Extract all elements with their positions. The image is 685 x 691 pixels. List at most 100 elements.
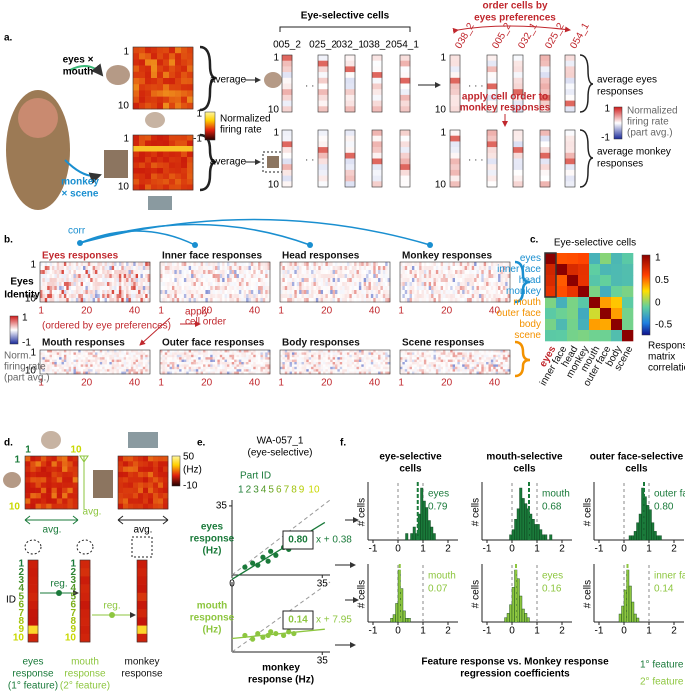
heatmap-cell <box>104 354 108 358</box>
heatmap-cell <box>51 364 55 368</box>
heatmap-cell <box>102 262 105 267</box>
heatmap-cell <box>337 359 341 363</box>
heatmap-cell <box>471 362 475 365</box>
heatmap-cell <box>443 270 446 275</box>
heatmap-cell <box>488 352 492 356</box>
heatmap-cell <box>426 286 429 291</box>
heatmap-cell <box>409 362 413 365</box>
label: Feature response vs. Monkey response <box>421 657 609 668</box>
heatmap-cell <box>243 362 247 365</box>
heatmap-cell <box>145 184 152 191</box>
heatmap-image <box>317 129 329 188</box>
correlation-cell <box>567 253 579 265</box>
heatmap-cell <box>106 357 110 360</box>
heatmap-cell <box>238 290 242 295</box>
heatmap-cell <box>315 357 319 360</box>
heatmap-cell <box>30 503 36 510</box>
heatmap-cell <box>109 274 113 279</box>
heatmap-cell <box>407 364 410 368</box>
heatmap-cell <box>181 146 188 152</box>
heatmap-cell <box>255 270 259 275</box>
heatmap-cell <box>296 298 300 303</box>
heatmap-cell <box>282 282 286 287</box>
heatmap-cell <box>40 364 43 368</box>
heatmap-cell <box>133 364 136 368</box>
heatmap-cell <box>203 366 206 370</box>
heatmap-cell <box>345 152 356 159</box>
heatmap-cell <box>137 601 148 610</box>
heatmap-cell <box>428 357 432 360</box>
heatmap-cell <box>464 282 468 287</box>
heatmap-cell <box>402 369 406 372</box>
heatmap-cell <box>59 362 62 365</box>
heatmap-cell <box>513 164 524 171</box>
heatmap-cell <box>476 274 480 279</box>
heatmap-cell <box>63 270 67 275</box>
heatmap-cell <box>306 366 309 370</box>
heatmap-cell <box>106 366 110 370</box>
heatmap-cell <box>62 471 68 478</box>
heatmap-cell <box>284 371 288 375</box>
heatmap-cell <box>358 371 362 375</box>
heatmap-cell <box>174 294 178 299</box>
heatmap-cell <box>342 350 345 353</box>
heatmap-cell <box>157 84 164 91</box>
label: Mouth responses <box>42 338 125 349</box>
heatmap-cell <box>315 371 319 375</box>
heatmap-cell <box>455 366 458 370</box>
heatmap-cell <box>540 158 551 165</box>
heatmap-cell <box>349 359 353 363</box>
heatmap-cell <box>116 274 120 279</box>
heatmap-cell <box>289 352 293 356</box>
heatmap-cell <box>332 350 336 353</box>
heatmap-cell <box>318 364 321 368</box>
heatmap-cell <box>435 294 439 299</box>
heatmap-cell <box>167 282 170 287</box>
heatmap-cell <box>284 362 288 365</box>
heatmap-frame <box>39 349 151 375</box>
heatmap-cell <box>90 357 93 360</box>
heatmap-cell <box>191 362 194 365</box>
heatmap-cell <box>207 350 211 353</box>
label: (Hz) <box>203 546 222 557</box>
heatmap-cell <box>332 286 336 291</box>
heatmap-image <box>79 559 91 643</box>
heatmap-cell <box>80 362 84 365</box>
heatmap-cell <box>267 359 271 363</box>
heatmap-cell <box>361 262 364 267</box>
heatmap-cell <box>61 362 65 365</box>
heatmap-cell <box>191 364 194 368</box>
heatmap-cell <box>349 369 353 372</box>
heatmap-cell <box>476 294 480 299</box>
heatmap-cell <box>493 298 496 303</box>
heatmap-cell <box>181 151 188 158</box>
heatmap-cell <box>267 357 271 360</box>
heatmap-cell <box>195 366 199 370</box>
heatmap-cell <box>407 290 410 295</box>
heatmap-cell <box>123 364 127 368</box>
heatmap-cell <box>162 274 166 279</box>
heatmap-cell <box>169 364 173 368</box>
heatmap-cell <box>419 294 422 299</box>
heatmap-cell <box>344 369 348 372</box>
heatmap-cell <box>366 262 369 267</box>
heatmap-cell <box>260 282 264 287</box>
label: eyes <box>542 571 563 582</box>
heatmap-cell <box>289 282 293 287</box>
heatmap-cell <box>44 352 48 356</box>
heatmap-cell <box>85 366 89 370</box>
heatmap-cell <box>380 266 384 271</box>
heatmap-cell <box>488 350 492 353</box>
label: x + 0.38 <box>316 535 352 546</box>
heatmap-cell <box>139 157 146 163</box>
heatmap-cell <box>219 274 223 279</box>
heatmap-cell <box>320 371 324 375</box>
heatmap-cell <box>35 466 42 473</box>
heatmap-cell <box>56 282 60 287</box>
heatmap-cell <box>378 359 381 363</box>
heatmap-cell <box>502 282 506 287</box>
label: monkey <box>61 177 99 188</box>
heatmap-cell <box>248 294 252 299</box>
heatmap-cell <box>306 262 309 267</box>
heatmap-cell <box>186 357 189 360</box>
